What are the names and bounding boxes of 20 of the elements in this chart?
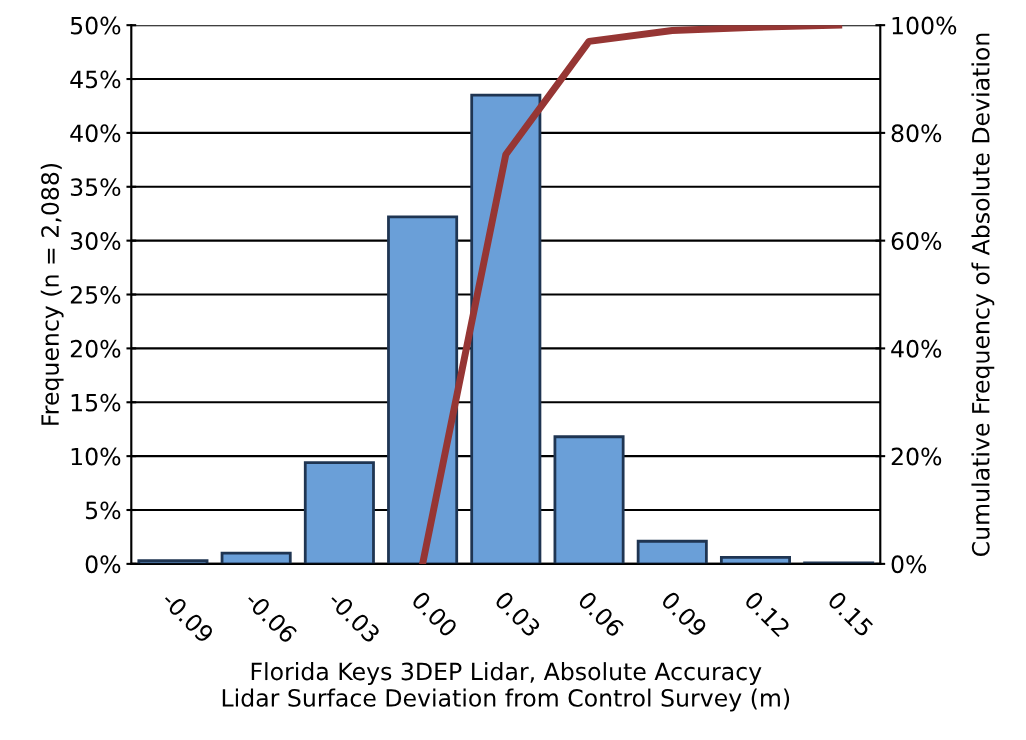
y-tick-label: 40% [70,124,121,143]
y-tick-label: 0% [85,555,121,574]
y2-tick-label: 100% [892,16,957,35]
y-axis-title: Frequency (n = 2,088) [40,163,64,425]
y2-axis-title: Cumulative Frequency of Absolute Deviation [971,33,995,557]
y2-tick-label: 0% [891,555,927,574]
y2-tick-label: 80% [891,124,942,143]
x-axis-title: Florida Keys 3DEP Lidar, Absolute Accuracy Lidar Surface Deviation from Control Survey (m) [222,662,790,712]
y-tick-label: 20% [70,339,121,358]
y-tick-label: 15% [71,393,121,412]
y2-tick-label: 60% [891,232,942,250]
y-tick-label: 30% [70,232,121,250]
y-tick-label: 50% [70,16,121,35]
y2-tick-label: 40% [891,339,942,358]
y2-tick-label: 20% [891,447,942,466]
y-tick-label: 5% [85,501,121,520]
y-tick-label: 35% [70,178,121,197]
y-tick-label: 25% [70,285,121,304]
y-tick-label: 10% [71,447,121,466]
y-tick-label: 45% [70,70,121,89]
